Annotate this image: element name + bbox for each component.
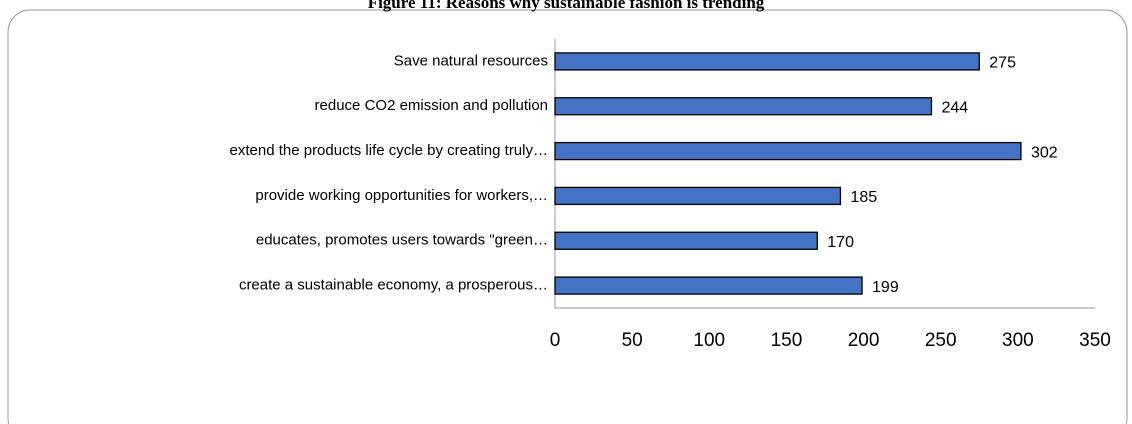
chart-frame	[7, 9, 1128, 424]
x-tick-label: 200	[848, 330, 880, 351]
y-tick-label: create a sustainable economy, a prospero…	[239, 277, 548, 294]
data-label: 302	[1031, 144, 1058, 161]
data-label: 185	[850, 189, 877, 206]
data-label: 275	[989, 55, 1016, 72]
x-tick-label: 250	[925, 330, 957, 351]
x-tick-label: 100	[693, 330, 725, 351]
x-tick-label: 150	[771, 330, 803, 351]
bar	[554, 231, 818, 250]
data-label: 199	[872, 279, 899, 296]
chart-title: Figure 11: Reasons why sustainable fashi…	[368, 0, 765, 12]
y-tick-label: reduce CO2 emission and pollution	[315, 97, 548, 114]
bar	[554, 276, 863, 295]
data-label: 244	[941, 99, 968, 116]
x-tick-label: 50	[622, 330, 643, 351]
bar	[554, 186, 842, 206]
y-tick-label: Save natural resources	[394, 52, 548, 69]
x-tick-label: 350	[1079, 330, 1111, 351]
bar	[554, 141, 1022, 161]
y-tick-label: provide working opportunities for worker…	[255, 187, 548, 204]
bar	[554, 97, 933, 116]
x-tick-label: 0	[550, 330, 561, 351]
y-tick-label: educates, promotes users towards "green…	[256, 232, 548, 249]
x-tick-label: 300	[1002, 330, 1034, 351]
y-tick-label: extend the products life cycle by creati…	[230, 142, 549, 159]
data-label: 170	[827, 234, 854, 251]
bar	[554, 52, 980, 71]
